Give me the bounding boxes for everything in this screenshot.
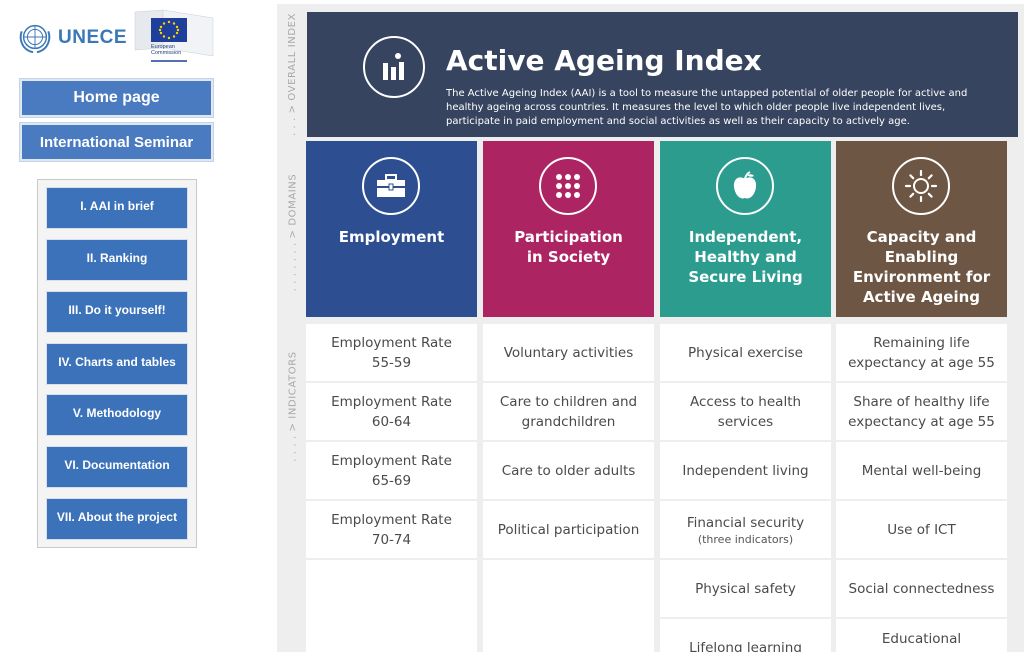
indicator-cell: Independent living [660,442,831,499]
indicator-label: Voluntary activities [503,344,634,361]
indicator-label: Financial security [686,514,805,531]
indicator-label: Educational [881,631,962,647]
side-label-overall-index: . . . > OVERALL INDEX [287,12,299,136]
international-seminar-button[interactable]: International Seminar [20,123,213,161]
menu-documentation[interactable]: VI. Documentation [46,446,188,488]
domain-title: Employment [338,228,445,246]
indicator-label: Care to children and grandchildren [499,393,638,430]
section-menu: I. AAI in brief II. Ranking III. Do it y… [37,179,197,548]
domain-title: Capacity and Enabling Environment for Ac… [852,228,991,306]
indicator-cell: Financial security (three indicators) [660,501,831,558]
menu-ranking[interactable]: II. Ranking [46,239,188,281]
indicator-cell: Social connectedness [836,560,1007,617]
home-page-button[interactable]: Home page [20,79,213,117]
indicator-label: Independent living [682,462,809,479]
indicator-cell: Political participation [483,501,654,558]
indicator-cell: Educational [836,619,1007,652]
indicator-cell: Remaining life expectancy at age 55 [836,324,1007,381]
indicator-label: Physical safety [695,580,796,597]
unece-wordmark: UNECE [58,27,128,48]
menu-methodology[interactable]: V. Methodology [46,394,188,436]
indicator-label: Mental well-being [861,462,982,479]
side-label-indicators: . . . . > INDICATORS [287,350,299,462]
indicator-cell: Care to children and grandchildren [483,383,654,440]
sun-icon [892,157,950,215]
indicator-cell: Employment Rate 70-74 [306,501,477,558]
indicator-note: (three indicators) [697,532,794,546]
indicator-cell-empty [483,560,654,652]
indicator-label: Lifelong learning [689,639,802,652]
indicator-cell: Employment Rate 55-59 [306,324,477,381]
bar-chart-icon [363,36,425,98]
indicator-cell: Mental well-being [836,442,1007,499]
indicator-cell: Employment Rate 60-64 [306,383,477,440]
un-emblem-icon [19,24,51,54]
dots-grid-icon [539,157,597,215]
menu-about-the-project[interactable]: VII. About the project [46,498,188,540]
menu-aai-in-brief[interactable]: I. AAI in brief [46,187,188,229]
domain-independent-healthy-secure-living: Independent, Healthy and Secure Living [660,141,831,317]
index-description: The Active Ageing Index (AAI) is a tool … [446,88,968,127]
domain-participation-in-society: Participation in Society [483,141,654,317]
aai-infographic: . . . > OVERALL INDEX . . . . . . . > DO… [277,4,1024,652]
european-commission-logo [133,8,215,64]
indicator-label: Social connectedness [848,580,995,597]
indicator-cell: Use of ICT [836,501,1007,558]
indicator-label: Employment Rate 55-59 [331,334,452,371]
indicator-label: Employment Rate 65-69 [331,452,452,489]
indicator-label: Political participation [497,521,640,538]
indicator-cell: Access to health services [660,383,831,440]
apple-icon [716,157,774,215]
page-title: Active Ageing Index [446,44,762,77]
indicator-cell: Care to older adults [483,442,654,499]
briefcase-icon [362,157,420,215]
logos: UNECE European Commission [14,8,219,66]
indicator-cell: Employment Rate 65-69 [306,442,477,499]
indicator-label: Access to health services [689,393,802,430]
side-label-domains: . . . . . . . > DOMAINS [287,173,299,291]
indicator-cell: Physical exercise [660,324,831,381]
overall-index-panel: Active Ageing Index The Active Ageing In… [307,12,1018,137]
indicator-label: Employment Rate 70-74 [331,511,452,548]
menu-do-it-yourself[interactable]: III. Do it yourself! [46,291,188,333]
indicator-cell: Share of healthy life expectancy at age … [836,383,1007,440]
domain-employment: Employment [306,141,477,317]
domain-title: Participation in Society [514,228,623,266]
indicator-cell-empty [306,560,477,652]
domain-capacity-enabling-environment: Capacity and Enabling Environment for Ac… [836,141,1007,317]
indicator-cell: Voluntary activities [483,324,654,381]
menu-charts-and-tables[interactable]: IV. Charts and tables [46,343,188,385]
indicator-label: Remaining life expectancy at age 55 [848,334,995,371]
indicator-label: Use of ICT [887,521,956,538]
domain-title: Independent, Healthy and Secure Living [688,228,803,286]
indicator-label: Care to older adults [501,462,636,479]
indicator-label: Share of healthy life expectancy at age … [848,393,995,430]
indicator-cell: Physical safety [660,560,831,617]
indicator-label: Employment Rate 60-64 [331,393,452,430]
indicator-label: Physical exercise [688,344,803,361]
indicator-cell: Lifelong learning [660,619,831,652]
european-commission-label: European Commission [151,44,182,56]
